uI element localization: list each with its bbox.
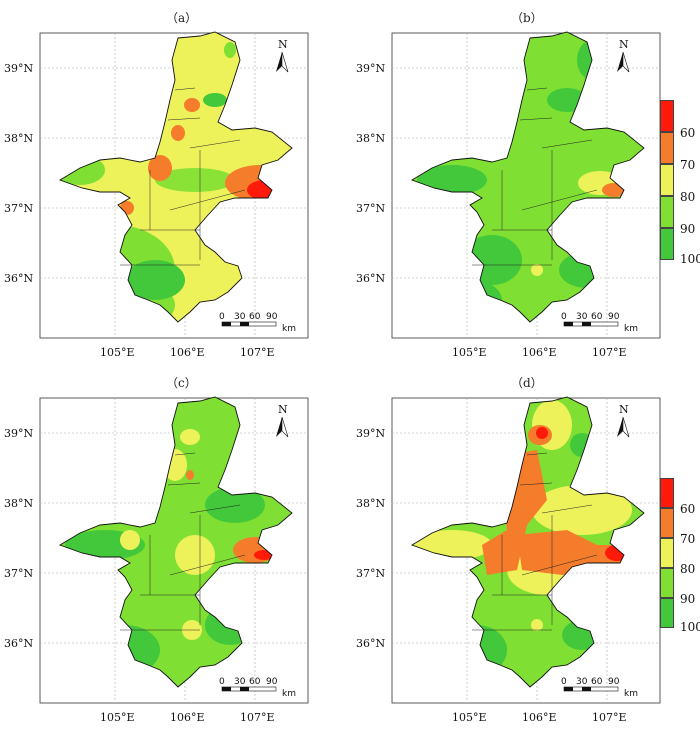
legend-tick-80: 80 (680, 190, 696, 204)
scale-bar: 0 30 60 90 km (561, 312, 638, 334)
map-panel-a: 39°N 38°N 37°N 36°N 105°E 106°E 107°E N … (4, 31, 309, 359)
north-arrow-icon: N (276, 403, 289, 438)
svg-text:km: km (624, 324, 638, 334)
svg-text:30: 30 (576, 677, 588, 687)
svg-text:0: 0 (219, 312, 225, 322)
svg-text:90: 90 (608, 312, 620, 322)
panel-c-title: （c） (166, 376, 197, 390)
legend-swatch-yellow (660, 538, 674, 568)
lon-label-107: 107°E (592, 711, 627, 724)
lon-label-106: 106°E (170, 346, 205, 359)
lon-label-105: 105°E (100, 346, 135, 359)
scale-bar: 0 30 60 90 km (219, 677, 296, 699)
lon-label-106: 106°E (522, 346, 557, 359)
svg-text:90: 90 (266, 312, 278, 322)
svg-text:90: 90 (266, 677, 278, 687)
svg-text:N: N (278, 38, 288, 51)
color-legend-bottom: 60 70 80 90 100 (660, 478, 700, 634)
lat-label-37: 37°N (356, 567, 385, 580)
svg-text:30: 30 (234, 312, 246, 322)
legend-tick-100: 100 (680, 620, 700, 634)
legend-tick-70: 70 (680, 158, 696, 172)
legend-swatch-yellow (660, 164, 674, 196)
color-legend-top: 60 70 80 90 100 (660, 100, 700, 266)
north-arrow-icon: N (617, 403, 630, 438)
svg-text:30: 30 (576, 312, 588, 322)
north-arrow-icon: N (276, 38, 289, 73)
lon-label-107: 107°E (240, 346, 275, 359)
scale-bar: 0 30 60 90 km (561, 677, 638, 699)
lon-label-107: 107°E (592, 346, 627, 359)
legend-tick-100: 100 (680, 252, 700, 266)
svg-text:N: N (619, 38, 629, 51)
lat-label-38: 38°N (4, 497, 33, 510)
lat-label-39: 39°N (4, 62, 33, 75)
svg-text:90: 90 (608, 677, 620, 687)
legend-swatch-orange (660, 508, 674, 538)
svg-text:60: 60 (249, 312, 261, 322)
legend-tick-90: 90 (680, 592, 696, 606)
svg-text:N: N (278, 403, 288, 416)
legend-tick-90: 90 (680, 222, 696, 236)
legend-tick-60: 60 (680, 502, 696, 516)
legend-tick-80: 80 (680, 562, 696, 576)
panel-b-title: （b） (511, 11, 543, 25)
lat-label-37: 37°N (356, 202, 385, 215)
panel-d-title: （d） (511, 376, 543, 390)
svg-text:km: km (282, 689, 296, 699)
lat-label-36: 36°N (356, 637, 385, 650)
lon-label-105: 105°E (100, 711, 135, 724)
legend-swatch-light-green (660, 196, 674, 228)
lat-label-37: 37°N (4, 567, 33, 580)
legend-tick-70: 70 (680, 532, 696, 546)
north-arrow-icon: N (617, 38, 630, 73)
legend-swatch-red (660, 478, 674, 508)
lat-label-36: 36°N (356, 272, 385, 285)
lat-label-36: 36°N (4, 637, 33, 650)
lon-label-106: 106°E (170, 711, 205, 724)
map-panel-b: 39°N 38°N 37°N 36°N 105°E 106°E 107°E N … (356, 31, 661, 359)
legend-swatch-red (660, 100, 674, 132)
lat-label-39: 39°N (356, 62, 385, 75)
lat-label-37: 37°N (4, 202, 33, 215)
svg-text:60: 60 (249, 677, 261, 687)
legend-swatch-light-green (660, 568, 674, 598)
lon-label-105: 105°E (452, 346, 487, 359)
svg-text:0: 0 (561, 677, 567, 687)
legend-swatch-orange (660, 132, 674, 164)
svg-text:0: 0 (219, 677, 225, 687)
lat-label-39: 39°N (4, 427, 33, 440)
svg-text:0: 0 (561, 312, 567, 322)
map-panel-c: 39°N 38°N 37°N 36°N 105°E 106°E 107°E N … (4, 396, 309, 724)
lat-label-39: 39°N (356, 427, 385, 440)
lon-label-106: 106°E (522, 711, 557, 724)
lat-label-38: 38°N (356, 497, 385, 510)
lon-label-107: 107°E (240, 711, 275, 724)
scale-bar: 0 30 60 90 km (219, 312, 296, 334)
map-panel-d: 39°N 38°N 37°N 36°N 105°E 106°E 107°E N … (356, 396, 661, 724)
lon-label-105: 105°E (452, 711, 487, 724)
lat-label-38: 38°N (356, 132, 385, 145)
legend-tick-60: 60 (680, 126, 696, 140)
panel-a-title: （a） (166, 11, 198, 25)
svg-text:30: 30 (234, 677, 246, 687)
lat-label-36: 36°N (4, 272, 33, 285)
svg-text:km: km (282, 324, 296, 334)
svg-text:N: N (619, 403, 629, 416)
lat-label-38: 38°N (4, 132, 33, 145)
legend-swatch-green (660, 228, 674, 260)
svg-text:km: km (624, 689, 638, 699)
legend-swatch-green (660, 598, 674, 628)
svg-text:60: 60 (591, 312, 603, 322)
svg-text:60: 60 (591, 677, 603, 687)
